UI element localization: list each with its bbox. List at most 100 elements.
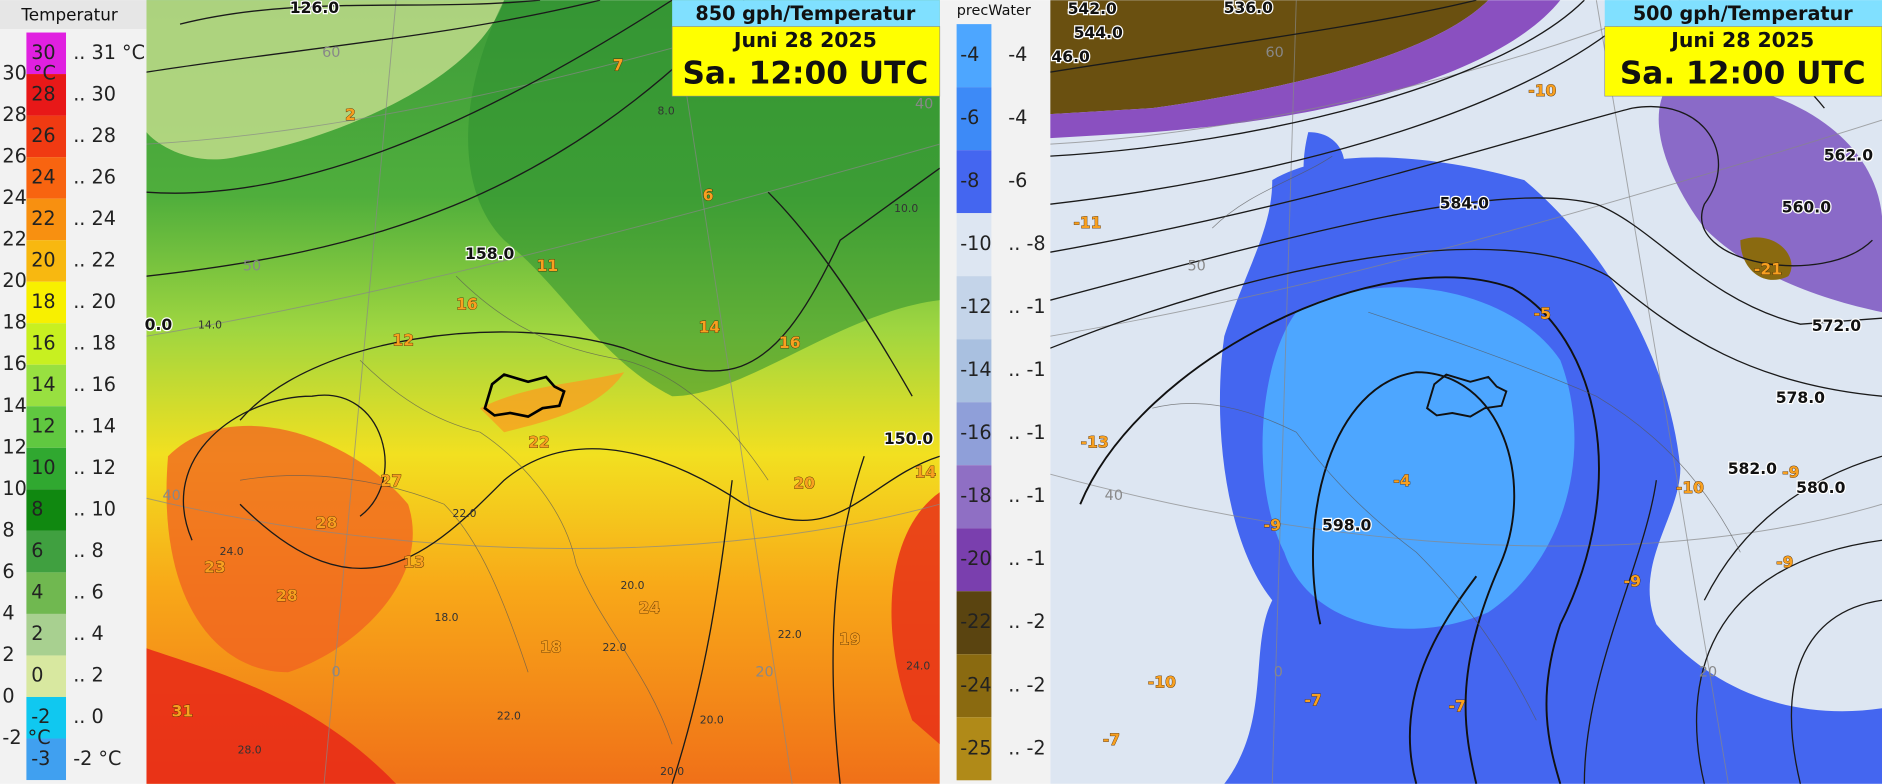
legend-swatch-label: -6 <box>960 106 979 129</box>
legend-scale-label: 18 <box>2 311 26 334</box>
temperature-label: -10 <box>1528 82 1556 100</box>
temperature-label: -9 <box>1624 573 1641 591</box>
legend-scale-label: 22 <box>2 228 26 251</box>
height-label: 536.0 <box>1224 0 1273 17</box>
legend-swatch-label: -20 <box>960 547 991 570</box>
legend-scale-label: 4 <box>2 601 14 624</box>
legend-swatch <box>26 115 67 158</box>
legend-scale-label: 6 <box>2 560 14 583</box>
legend-swatch-label: 22 <box>31 207 55 230</box>
temperature-label: -4 <box>1393 472 1410 490</box>
contour <box>1790 599 1882 784</box>
legend-range-label: .. -1 <box>1008 421 1045 444</box>
contour-label: 20.0 <box>660 765 684 778</box>
temperature-label: 16 <box>779 334 801 352</box>
legend-range-label: -2 °C <box>73 747 121 770</box>
temperature-label: 14 <box>698 318 720 336</box>
legend-swatch-label: 4 <box>31 581 43 604</box>
legend-swatch <box>26 32 67 75</box>
graticule-label: 40 <box>162 488 180 504</box>
legend-swatch <box>956 717 992 781</box>
contour <box>832 456 865 784</box>
temperature-label: 22 <box>528 434 550 452</box>
temperature-label: 13 <box>403 554 425 572</box>
graticule-label: 40 <box>1105 488 1123 504</box>
map-layer: 850 gph/Temperatur <box>695 2 915 25</box>
height-label: 584.0 <box>1440 195 1489 213</box>
legend-swatch <box>26 240 67 282</box>
contour <box>239 448 940 570</box>
temperature-label: 23 <box>204 558 226 576</box>
legend-swatch <box>26 157 67 199</box>
contour-label: 28.0 <box>238 743 262 756</box>
legend-swatch-label: 10 <box>31 456 55 479</box>
map-date: Juni 28 2025 <box>1669 28 1814 52</box>
height-label: 544.0 <box>1074 24 1123 42</box>
graticule-label: 50 <box>1187 259 1205 275</box>
contour-label: 20.0 <box>700 713 724 726</box>
hot-area <box>891 492 940 745</box>
height-label: 126.0 <box>290 0 339 17</box>
legend-scale-label: 2 <box>2 643 14 666</box>
height-label: 582.0 <box>1728 460 1777 478</box>
temperature-label: -10 <box>1676 479 1704 497</box>
temperature-label: 19 <box>839 630 861 648</box>
legend-range-label: .. 24 <box>73 207 116 230</box>
grid-line <box>1271 0 1297 784</box>
legend-swatch <box>956 654 992 718</box>
contour <box>671 480 733 784</box>
contour <box>1703 455 1882 601</box>
legend-range-label: .. 6 <box>73 581 104 604</box>
height-label: 46.0 <box>1051 48 1090 66</box>
grid-line <box>1050 0 1681 145</box>
switzerland-outline <box>483 373 566 418</box>
legend-swatch <box>26 613 67 656</box>
contour-label: 24.0 <box>220 545 244 558</box>
header-box <box>671 26 941 97</box>
contour <box>1050 248 1882 397</box>
legend-range-label: .. 20 <box>73 290 116 313</box>
legend-range-label: -4 <box>1008 106 1027 129</box>
border <box>239 475 529 673</box>
contour <box>146 0 673 194</box>
temperature-label: 7 <box>613 57 624 75</box>
temperature-label: 11 <box>536 257 558 275</box>
left-map-labels: 126.0 7 2 6 158.0 11 16 12 14 16 150.0 14 27 22 20 28 23… <box>143 0 937 778</box>
legend-range-label: .. 30 <box>73 82 116 105</box>
contour <box>146 0 601 73</box>
legend-range-label: .. 0 <box>73 705 104 728</box>
map-time: Sa. 12:00 UTC <box>1620 56 1866 92</box>
warm-area <box>480 372 625 433</box>
temperature-label: 16 <box>456 295 478 313</box>
height-label: 150.0 <box>884 430 933 448</box>
temperature-label: 14 <box>915 464 937 482</box>
moist-core <box>1262 287 1575 629</box>
temperature-label: -10 <box>1148 674 1176 692</box>
legend-swatch <box>956 528 992 592</box>
legend-range-label: .. -8 <box>1008 232 1045 255</box>
legend-swatch <box>956 591 992 655</box>
grid-line <box>146 497 940 549</box>
hot-area <box>146 648 397 784</box>
height-label: 580.0 <box>1796 479 1845 497</box>
contour <box>1050 197 1882 325</box>
legend-range-label: .. 22 <box>73 248 116 271</box>
temperature-label: -13 <box>1081 434 1109 452</box>
temperature-label: 2 <box>345 106 356 124</box>
legend-swatch-label: 0 <box>31 664 43 687</box>
contour-label: 22.0 <box>452 507 476 520</box>
legend-swatch-label: -22 <box>960 610 991 633</box>
legend-swatch-label: -16 <box>960 421 991 444</box>
border <box>1368 311 1741 553</box>
legend-title-cell <box>0 0 147 29</box>
legend-swatch-label: 8 <box>31 498 43 521</box>
legend-range-label: .. -2 <box>1008 673 1045 696</box>
temperature-legend <box>0 0 147 784</box>
legend-swatch-label: -8 <box>960 169 979 192</box>
legend-swatch-label: -12 <box>960 295 991 318</box>
legend-scale-label: 26 <box>2 145 26 168</box>
legend-title: precWater <box>957 3 1031 19</box>
